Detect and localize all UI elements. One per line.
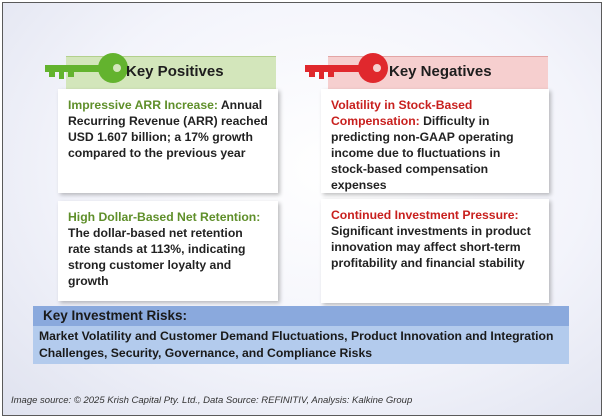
negatives-header-label: Key Negatives (389, 63, 492, 80)
infographic-frame: Key Positives Key Negatives Impressive A… (2, 2, 602, 416)
positive-card: High Dollar-Based Net Retention: The dol… (58, 201, 278, 301)
negative-card: Continued Investment Pressure: Significa… (321, 199, 549, 303)
negative-item-body: Difficulty in predicting non-GAAP operat… (331, 114, 514, 192)
risks-header: Key Investment Risks: (43, 308, 188, 323)
positives-header-label: Key Positives (126, 63, 224, 80)
positive-item-title: Impressive ARR Increase: (68, 98, 218, 112)
image-source-caption: Image source: © 2025 Krish Capital Pty. … (11, 395, 413, 406)
negative-card: Volatility in Stock-Based Compensation: … (321, 89, 549, 193)
risks-body: Market Volatility and Customer Demand Fl… (33, 326, 569, 364)
risks-header-band: Key Investment Risks: (33, 306, 569, 326)
positive-card: Impressive ARR Increase: Annual Recurrin… (58, 89, 278, 193)
key-icon (305, 53, 388, 83)
negative-item-title: Continued Investment Pressure: (331, 208, 519, 222)
negative-item-title: Volatility in Stock-Based Compensation: (331, 98, 473, 128)
positive-item-body: Annual Recurring Revenue (ARR) reached U… (68, 98, 268, 160)
positive-item-title: High Dollar-Based Net Retention: (68, 210, 261, 224)
positive-item-body: The dollar-based net retention rate stan… (68, 226, 246, 288)
negative-item-body: Significant investments in product innov… (331, 224, 531, 270)
key-icon (45, 53, 128, 83)
